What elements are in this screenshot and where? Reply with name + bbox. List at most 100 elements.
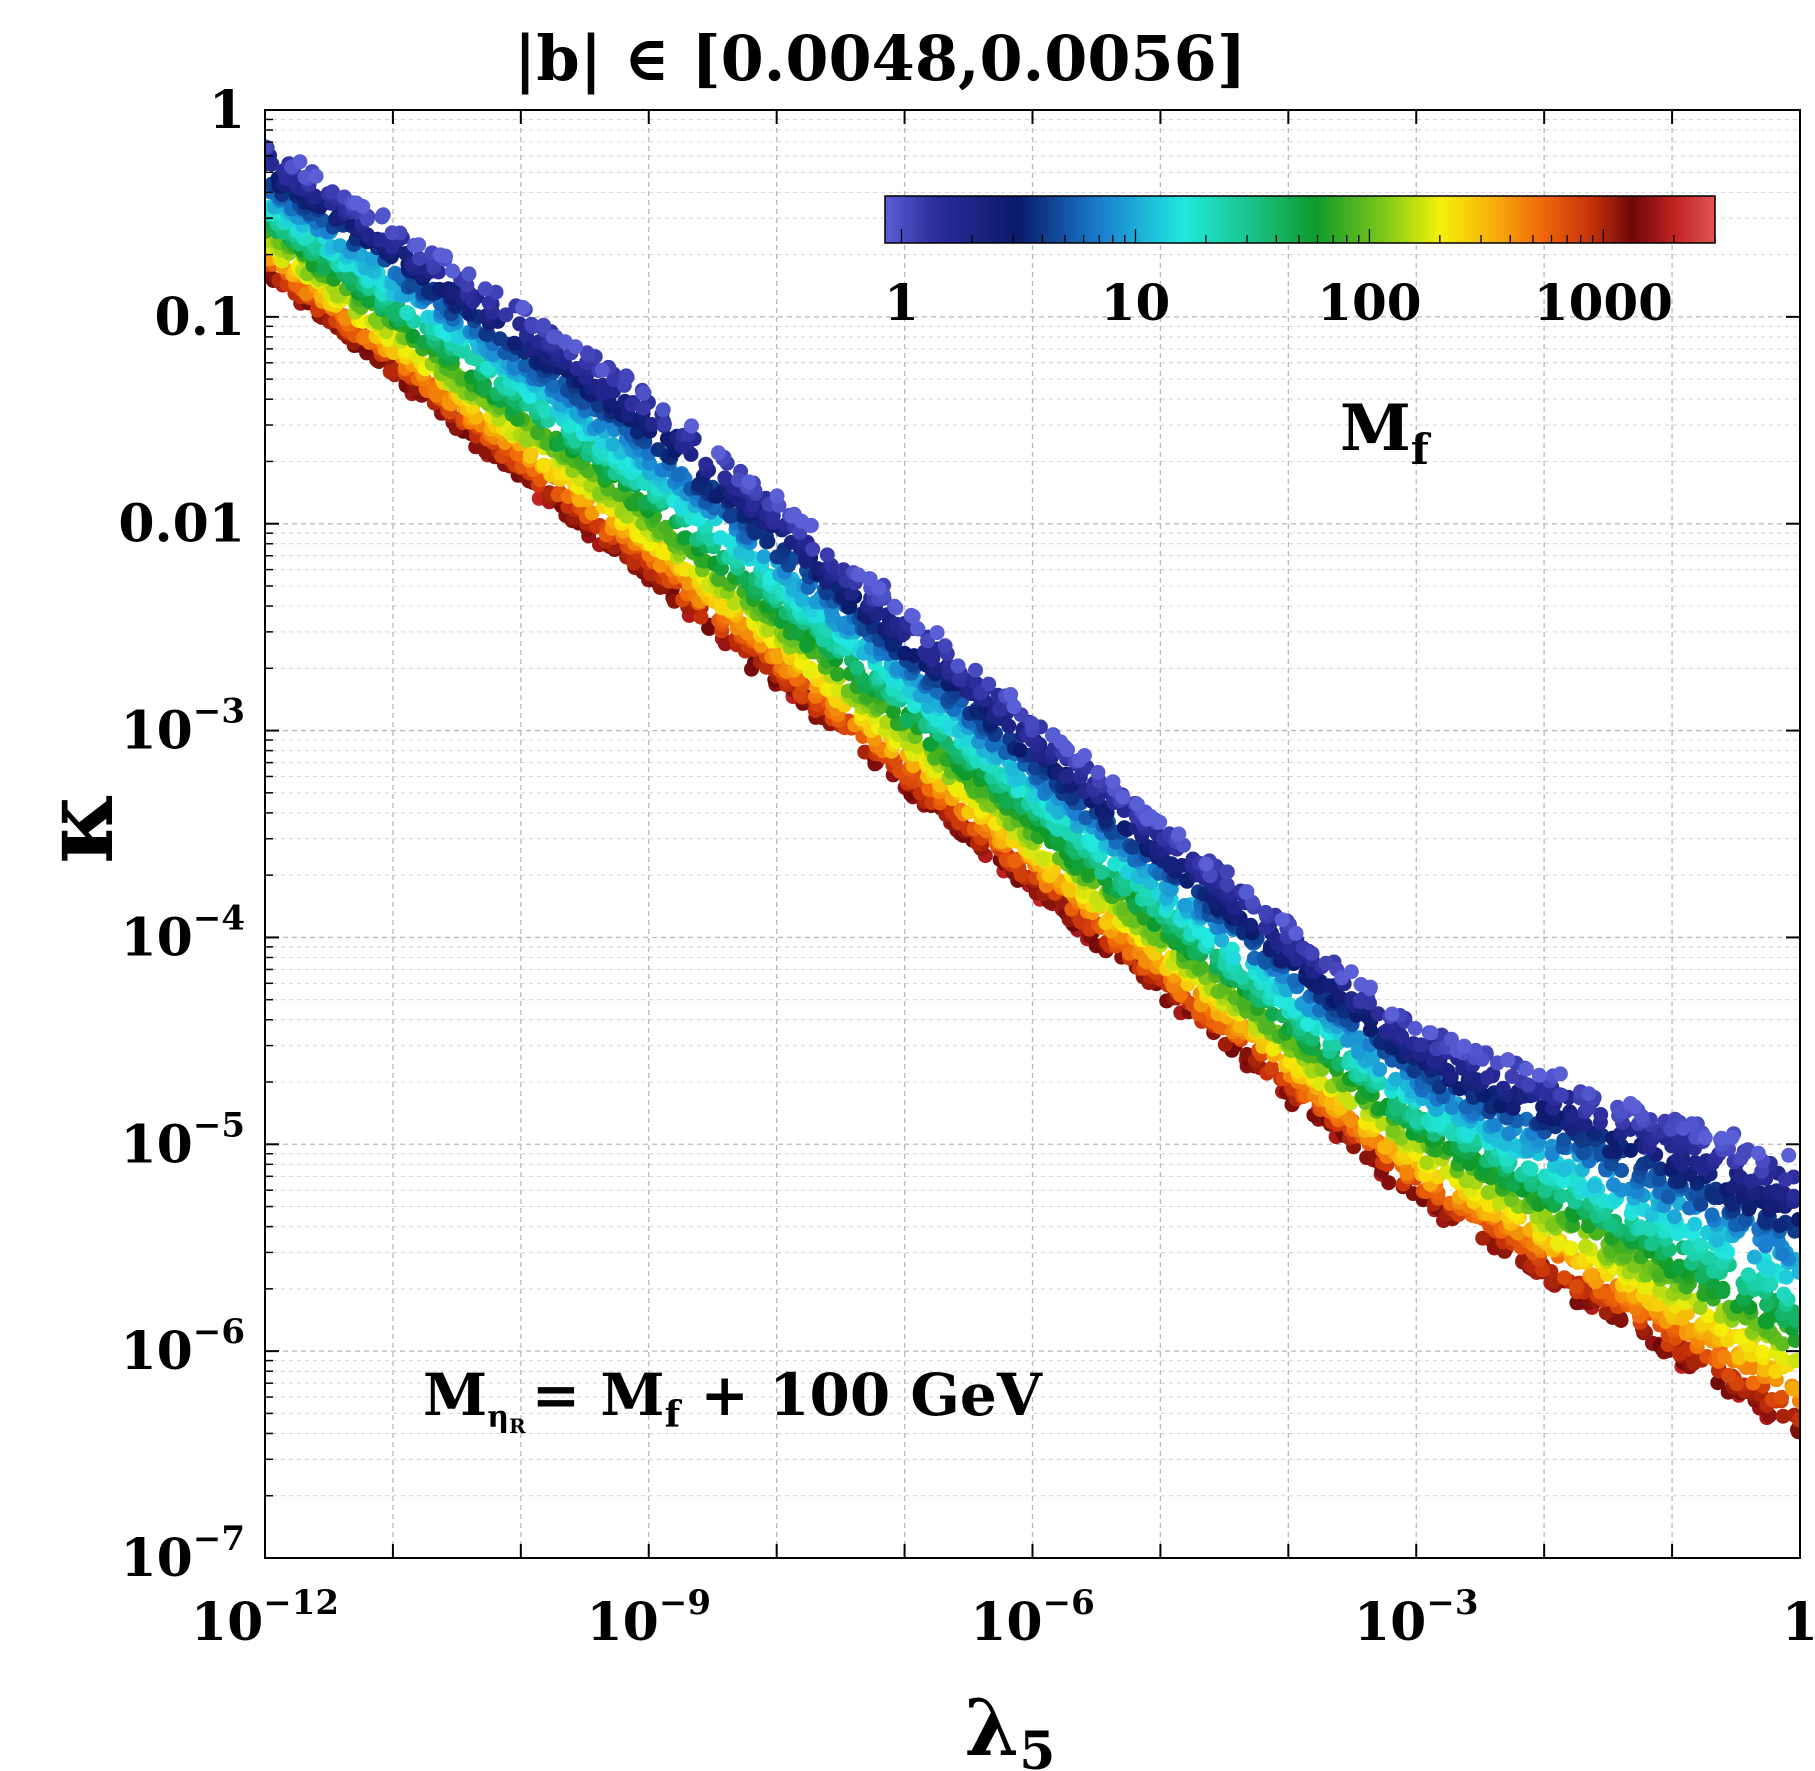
scatter-point — [1243, 917, 1259, 933]
scatter-point — [1672, 1173, 1688, 1189]
scatter-point — [1282, 1054, 1298, 1070]
scatter-point — [265, 156, 280, 172]
scatter-point — [1735, 1292, 1751, 1307]
scatter-point — [1343, 1112, 1359, 1128]
scatter-point — [1431, 1079, 1447, 1095]
scatter-point — [733, 544, 748, 560]
scatter-point — [693, 609, 709, 625]
scatter-point — [1177, 897, 1193, 913]
scatter-point — [1754, 1344, 1770, 1360]
scatter-point — [1761, 1260, 1777, 1276]
scatter-point — [756, 549, 772, 565]
scatter-point — [1769, 1183, 1784, 1199]
scatter-point — [798, 554, 814, 569]
scatter-point — [1746, 1249, 1762, 1265]
scatter-point — [1538, 1086, 1554, 1102]
scatter-point — [1709, 1232, 1725, 1248]
scatter-point — [522, 448, 538, 464]
scatter-point — [1660, 1189, 1676, 1205]
scatter-point — [1787, 1353, 1800, 1369]
scatter-point — [594, 385, 610, 401]
scatter-point — [802, 664, 818, 680]
scatter-point — [1583, 1267, 1599, 1282]
scatter-point — [1027, 760, 1043, 776]
scatter-point — [1693, 1237, 1709, 1253]
scatter-point — [1232, 1018, 1248, 1034]
scatter-point — [1768, 1364, 1784, 1379]
scatter-point — [760, 534, 776, 549]
scatter-point — [924, 652, 940, 668]
scatter-point — [1372, 1061, 1388, 1077]
scatter-point — [1612, 1310, 1628, 1326]
scatter-point — [1710, 1375, 1726, 1391]
scatter-point — [1785, 1381, 1800, 1397]
scatter-point — [1733, 1330, 1749, 1345]
scatter-point — [1759, 1314, 1775, 1330]
scatter-point — [1116, 820, 1132, 836]
scatter-point — [442, 285, 458, 301]
scatter-point — [1649, 1297, 1665, 1313]
scatter-point — [1671, 1258, 1687, 1274]
scatter-point — [1377, 1139, 1392, 1155]
scatter-point — [1704, 1207, 1720, 1223]
scatter-point — [1772, 1218, 1788, 1234]
scatter-point — [1569, 1295, 1585, 1311]
scatter-point — [1370, 1006, 1386, 1022]
scatter-point — [1408, 1113, 1424, 1129]
scatter-point — [1687, 1216, 1703, 1232]
scatter-point — [1741, 1201, 1757, 1217]
scatter-point — [770, 649, 786, 665]
scatter-point — [1578, 1238, 1593, 1254]
scatter-point — [485, 347, 501, 362]
scatter-point — [992, 702, 1008, 717]
scatter-point — [404, 278, 420, 294]
scatter-point — [849, 660, 865, 676]
scatter-point — [1480, 1184, 1496, 1200]
scatter-point — [1479, 1070, 1495, 1086]
scatter-point — [1005, 761, 1021, 777]
scatter-point — [1162, 858, 1178, 874]
scatter-point — [897, 645, 912, 661]
scatter-point — [506, 335, 522, 351]
scatter-point — [1226, 950, 1242, 966]
scatter-point — [530, 425, 546, 441]
scatter-point — [1575, 1145, 1591, 1161]
scatter-point — [1217, 1036, 1233, 1052]
scatter-point — [1716, 1349, 1732, 1365]
scatter-point — [1399, 1165, 1415, 1181]
scatter-point — [1756, 1362, 1772, 1378]
scatter-point — [1035, 851, 1051, 867]
scatter-point — [1340, 1032, 1356, 1048]
scatter-point — [922, 736, 938, 752]
scatter-point — [818, 585, 834, 601]
scatter-point — [717, 470, 733, 486]
scatter-point — [1778, 1172, 1794, 1188]
scatter-point — [1636, 1279, 1652, 1295]
scatter-point — [562, 418, 578, 434]
scatter-point — [1776, 1286, 1792, 1302]
scatter-point — [1385, 1123, 1401, 1139]
scatter-point — [1775, 1336, 1791, 1352]
scatter-point — [1443, 1069, 1459, 1085]
scatter-point — [1692, 1300, 1708, 1315]
scatter-point — [1745, 1185, 1761, 1201]
scatter-point — [1651, 1267, 1667, 1283]
scatter-point — [372, 232, 388, 248]
scatter-point — [1714, 1320, 1730, 1336]
scatter-point — [899, 712, 915, 728]
scatter-point — [1352, 993, 1368, 1009]
scatter-point — [1261, 1020, 1277, 1036]
scatter-point — [357, 328, 373, 344]
scatter-point — [1550, 1235, 1566, 1251]
scatter-point — [1475, 1230, 1491, 1246]
scatter-point — [949, 782, 965, 798]
scatter-point — [698, 456, 714, 472]
scatter-point — [1063, 883, 1078, 899]
scatter-point — [709, 488, 725, 504]
scatter-point — [1557, 1270, 1572, 1286]
scatter-point — [1444, 1100, 1460, 1116]
scatter-point — [1458, 1173, 1474, 1189]
scatter-point — [1565, 1109, 1581, 1125]
scatter-point — [1098, 915, 1114, 931]
scatter-point — [1234, 969, 1250, 985]
